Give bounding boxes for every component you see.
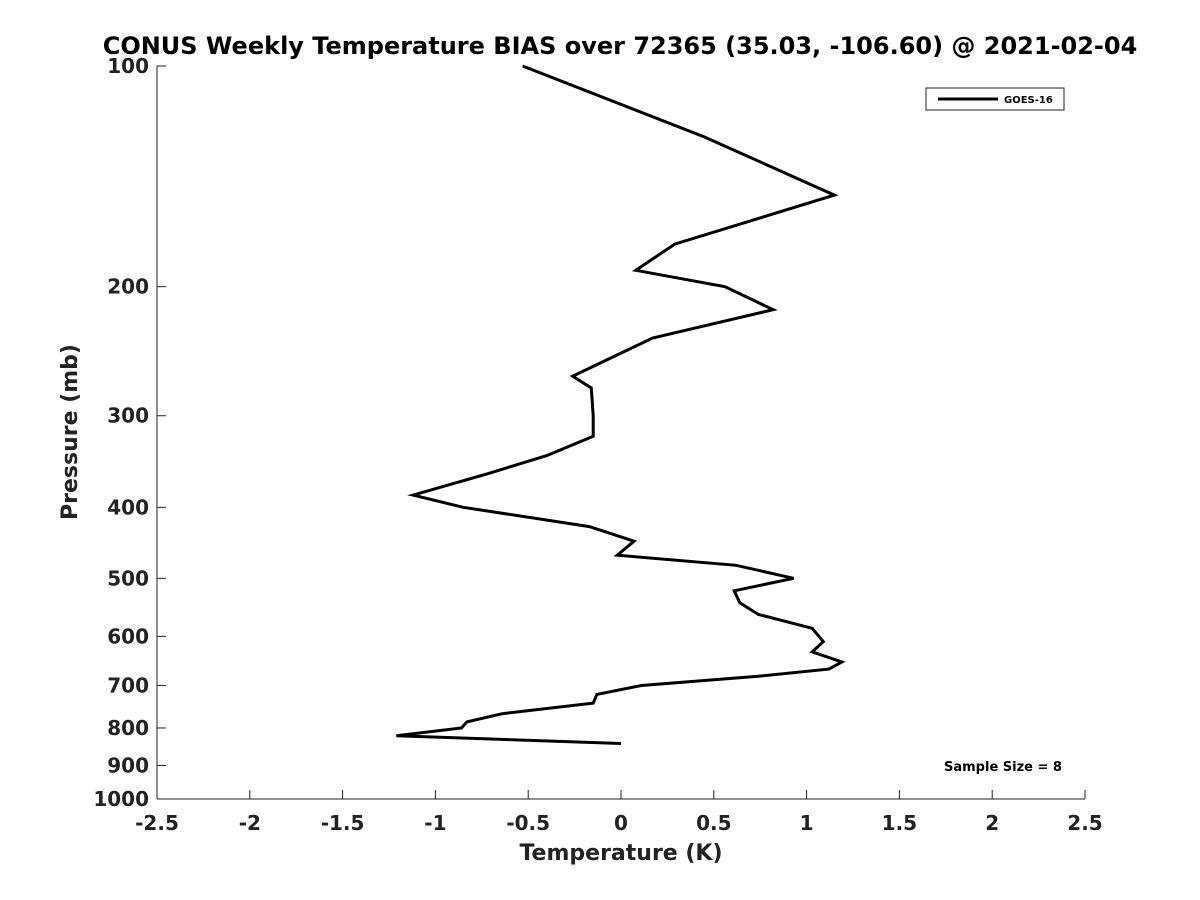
sample-size-annotation: Sample Size = 8 bbox=[944, 760, 1062, 775]
y-tick-label: 200 bbox=[107, 275, 149, 299]
x-tick-label: 1.5 bbox=[882, 811, 917, 835]
series-layer bbox=[396, 64, 846, 745]
y-tick-label: 600 bbox=[107, 624, 149, 648]
x-tick-label: 2 bbox=[985, 811, 999, 835]
legend-label: GOES-16 bbox=[1004, 95, 1053, 106]
y-tick-label: 900 bbox=[107, 753, 149, 777]
chart-title: CONUS Weekly Temperature BIAS over 72365… bbox=[103, 32, 1138, 60]
x-tick-label: 2.5 bbox=[1067, 811, 1102, 835]
series-line-goes-16 bbox=[396, 64, 846, 745]
y-tick-label: 1000 bbox=[93, 787, 149, 811]
x-axis-label: Temperature (K) bbox=[519, 841, 722, 866]
legend: GOES-16 bbox=[925, 87, 1065, 111]
y-tick-label: 700 bbox=[107, 673, 149, 697]
x-tick-label: 0 bbox=[614, 811, 628, 835]
x-tick-label: 1 bbox=[800, 811, 814, 835]
x-tick-label: -0.5 bbox=[506, 811, 550, 835]
y-tick-label: 400 bbox=[107, 495, 149, 519]
x-tick-label: 0.5 bbox=[696, 811, 731, 835]
y-tick-label: 800 bbox=[107, 716, 149, 740]
x-tick-label: -2 bbox=[239, 811, 261, 835]
x-tick-label: -1 bbox=[424, 811, 446, 835]
y-tick-label: 300 bbox=[107, 404, 149, 428]
y-tick-label: 500 bbox=[107, 566, 149, 590]
x-ticks: -2.5 -2 -1.5 -1 -0.5 0 0.5 1 1.5 2 2.5 bbox=[135, 790, 1103, 835]
y-axis-label: Pressure (mb) bbox=[58, 344, 83, 520]
y-tick-label: 100 bbox=[107, 54, 149, 78]
x-tick-label: -2.5 bbox=[135, 811, 179, 835]
x-tick-label: -1.5 bbox=[321, 811, 365, 835]
plot-area bbox=[157, 66, 1085, 799]
y-ticks: 100 200 300 400 500 600 700 800 900 1000 bbox=[93, 54, 166, 811]
